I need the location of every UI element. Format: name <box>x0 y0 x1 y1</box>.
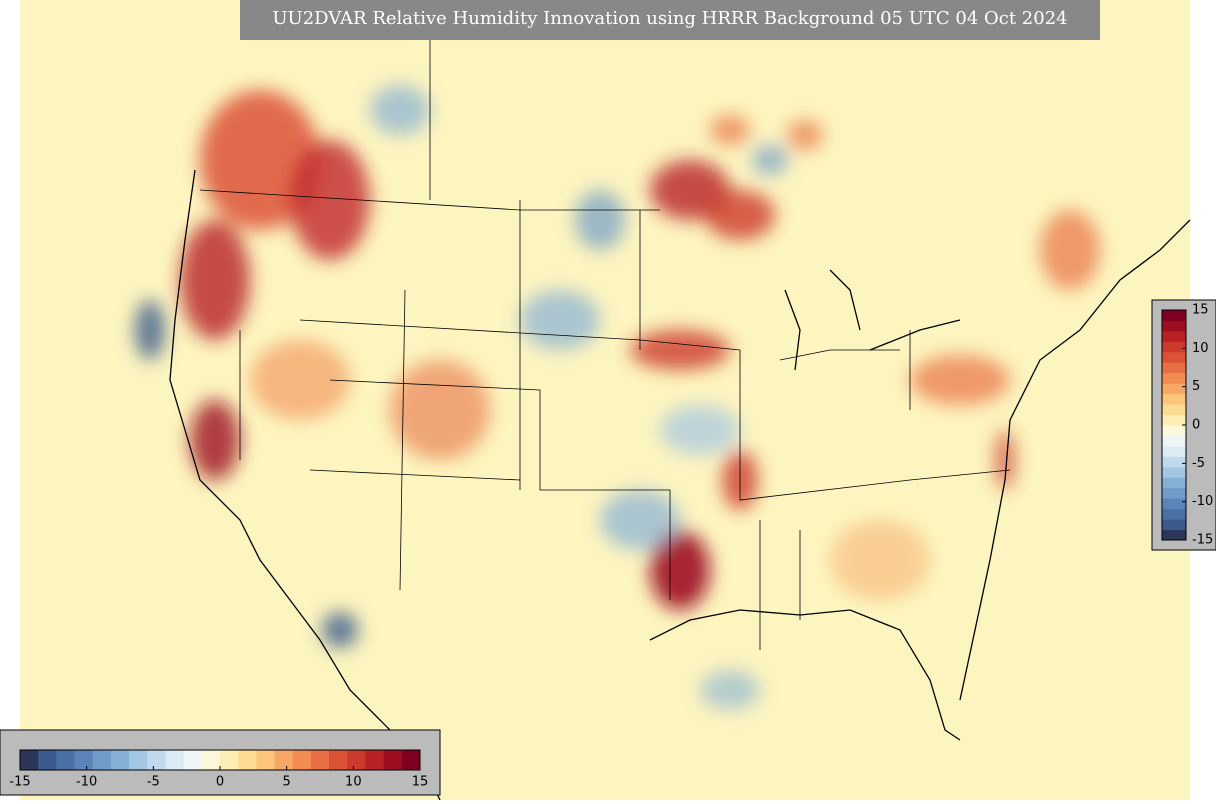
colorbar-segment <box>1162 393 1186 405</box>
tick-label: -10 <box>76 775 97 790</box>
colorbar-segment <box>329 750 348 770</box>
colorbar-segment <box>201 750 221 770</box>
map-title: UU2DVAR Relative Humidity Innovation usi… <box>272 8 1067 29</box>
colorbar-segment <box>238 750 257 770</box>
colorbar-segment <box>1162 372 1186 384</box>
colorbar-segment <box>1162 487 1186 499</box>
colorbar-segment <box>1162 404 1186 416</box>
coastlines <box>169 169 1191 801</box>
colorbar-segment <box>383 750 403 770</box>
tick-label: 15 <box>412 775 429 790</box>
colorbar-segment <box>310 750 330 770</box>
tick-label: -15 <box>9 775 30 790</box>
colorbar-segment <box>1162 330 1186 342</box>
colorbar-segment <box>20 750 39 770</box>
colorbar-segment <box>74 750 94 770</box>
colorbar-segment <box>1162 383 1186 395</box>
colorbar-segment <box>183 750 203 770</box>
colorbar-segment <box>1162 519 1186 531</box>
colorbar-segment <box>1162 508 1186 520</box>
colorbar-segment <box>347 750 366 770</box>
colorbar-segment <box>1162 341 1186 353</box>
colorbar-segment <box>365 750 385 770</box>
tick-label: 15 <box>1192 303 1209 318</box>
colorbar-segment <box>1162 498 1186 510</box>
colorbar-segment <box>1162 456 1186 468</box>
colorbar-segment <box>256 750 276 770</box>
state-borders <box>199 40 1011 650</box>
tick-label: -5 <box>147 775 160 790</box>
colorbars: 15 10 5 0 -5 -10 -15 -15 -10 -5 0 5 10 15 <box>9 303 1213 790</box>
tick-label: 5 <box>1192 379 1200 394</box>
colorbar-segment <box>165 750 185 770</box>
colorbar-segment <box>1162 425 1186 436</box>
colorbar-segment <box>1162 362 1186 374</box>
colorbar-segment <box>56 750 76 770</box>
colorbar-segment <box>1162 529 1186 541</box>
colorbar-segment <box>1162 320 1186 332</box>
colorbar-segment <box>220 750 239 770</box>
colorbar-segment <box>110 750 130 770</box>
colorbar-segment <box>1162 466 1186 478</box>
title-box <box>240 0 1100 40</box>
colorbar-segment <box>401 750 421 770</box>
colorbar-segment <box>1162 351 1186 363</box>
map-background <box>20 0 1190 800</box>
colorbar-segment <box>1162 414 1186 426</box>
tick-label: -10 <box>1192 494 1213 509</box>
colorbar-segment <box>292 750 312 770</box>
colorbar-segment <box>1162 477 1186 489</box>
humidity-field <box>135 85 1100 710</box>
tick-label: -15 <box>1192 533 1213 548</box>
colorbar-segment <box>147 750 166 770</box>
tick-label: 10 <box>1192 341 1209 356</box>
colorbar-segment <box>92 750 112 770</box>
colorbar-segment <box>1162 445 1186 457</box>
tick-label: 0 <box>1192 418 1200 433</box>
tick-label: 10 <box>345 775 362 790</box>
tick-label: -5 <box>1192 456 1205 471</box>
colorbar-segment <box>1162 435 1186 447</box>
colorbar-segment <box>1162 310 1186 321</box>
colorbar-segment <box>38 750 57 770</box>
colorbar-segment <box>129 750 148 770</box>
tick-label: 5 <box>283 775 291 790</box>
colorbar-segment <box>274 750 294 770</box>
tick-label: 0 <box>216 775 224 790</box>
